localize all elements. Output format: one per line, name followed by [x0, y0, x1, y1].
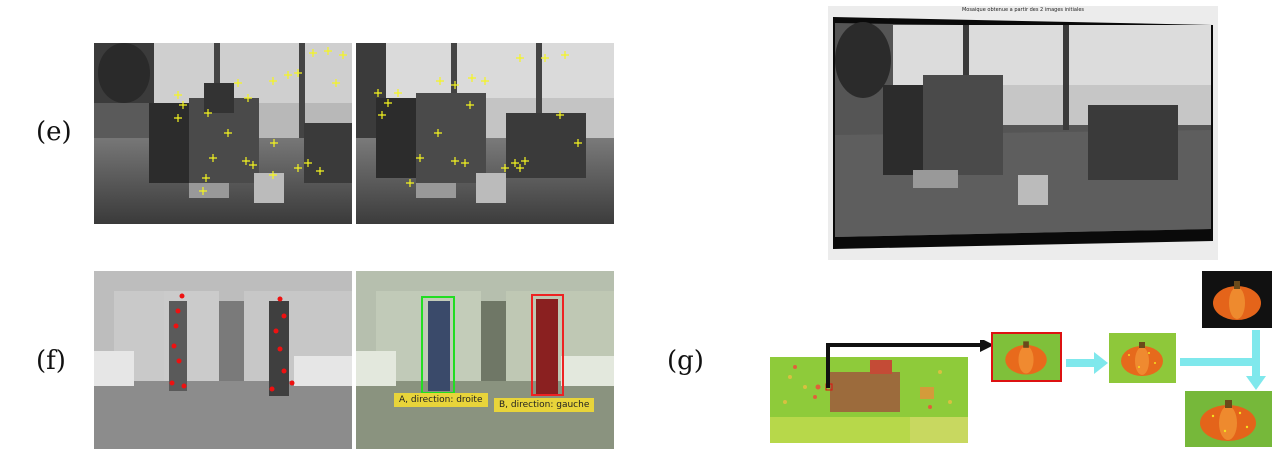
- lego-image-right: [356, 43, 614, 224]
- panel-label-g: (g): [667, 346, 704, 376]
- reference-pumpkin-image: [1202, 271, 1272, 328]
- panel-label-e: (e): [36, 117, 72, 147]
- pumpkin-poi-image: [1109, 333, 1176, 383]
- person-b-caption: B, direction: gauche: [494, 398, 595, 412]
- common-poi-label: POI en commun: [1192, 335, 1236, 357]
- mosaic-image: [833, 15, 1213, 256]
- selected-pumpkin-image: [991, 332, 1062, 382]
- common-poi-arrow: [1180, 330, 1266, 390]
- matched-pumpkin-image: [1185, 391, 1272, 447]
- poi-arrow: [1066, 352, 1108, 374]
- mosaic-title: Mosaique obtenue a partir des 2 images i…: [961, 7, 1085, 13]
- game-map-image: [770, 357, 968, 443]
- tracking-image-right: A, direction: droite B, direction: gauch…: [356, 271, 614, 449]
- map-to-pumpkin-arrow: [826, 340, 994, 388]
- lego-image-left: [94, 43, 352, 224]
- person-a-caption: A, direction: droite: [394, 393, 488, 407]
- tracking-image-left: [94, 271, 352, 449]
- mosaic-figure: Mosaique obtenue a partir des 2 images i…: [828, 6, 1218, 260]
- panel-label-f: (f): [36, 346, 66, 376]
- poi-label: POI: [1076, 340, 1093, 351]
